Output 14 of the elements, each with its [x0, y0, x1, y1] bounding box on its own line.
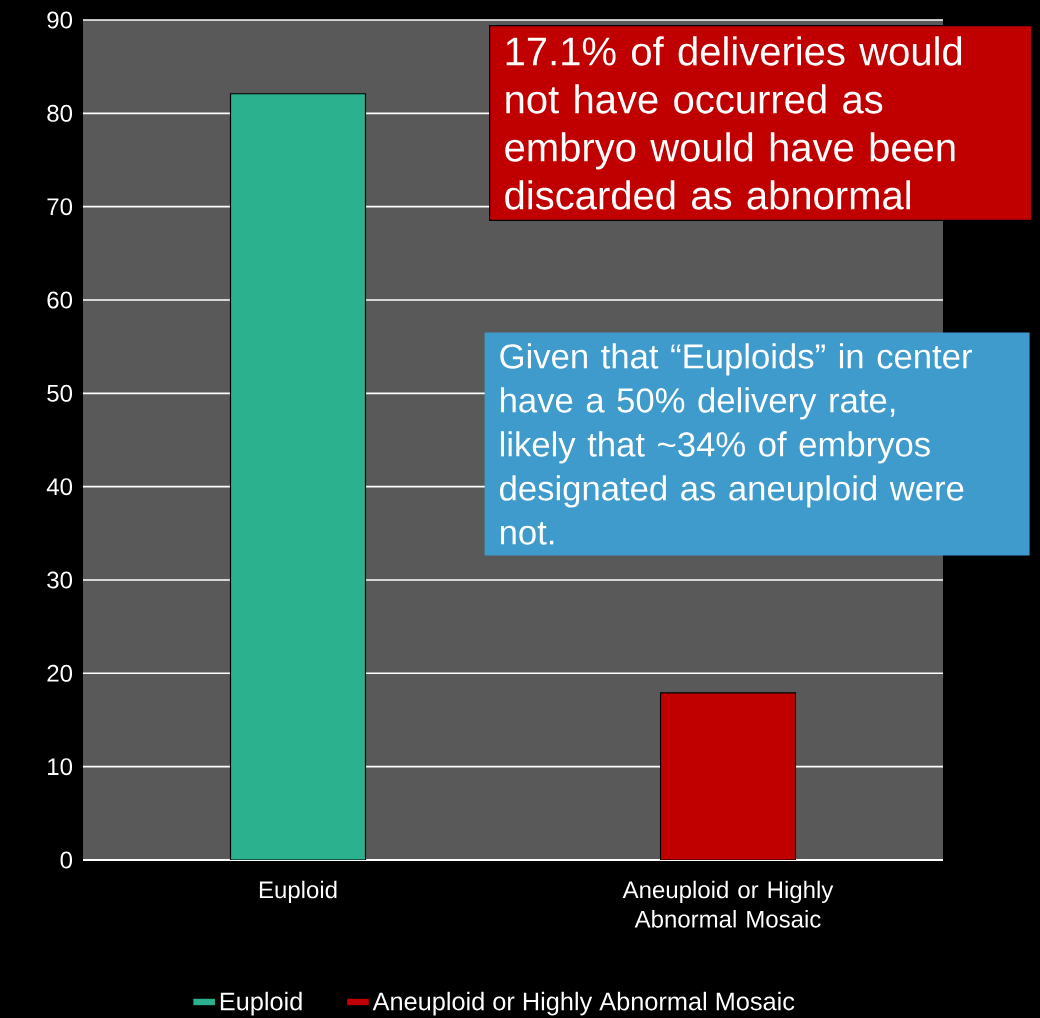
y-tick-label: 70 [47, 198, 73, 216]
y-tick-label: 80 [47, 104, 73, 122]
y-tick-label: 0 [60, 851, 73, 869]
y-tick-label: 10 [48, 758, 73, 776]
legend-label: Euploid [220, 991, 302, 1016]
y-tick-label: 90 [47, 11, 73, 29]
y-tick-label: 30 [47, 571, 73, 589]
y-tick-label: 40 [46, 478, 73, 496]
y-tick-label: 20 [47, 664, 73, 682]
y-tick-label: 60 [47, 291, 73, 309]
annotation: 17.1% of deliveries would not have occurred as embryo would have been discarded as abnormal [505, 36, 962, 210]
y-tick-label: 50 [47, 384, 73, 402]
legend-label: Aneuploid or Highly Abnormal Mosaic [372, 991, 795, 1016]
annotation: Given that “Euploids” in center have a 50% delivery rate, likely that ~34% of embryos designated as aneuploid were not. [500, 343, 972, 545]
